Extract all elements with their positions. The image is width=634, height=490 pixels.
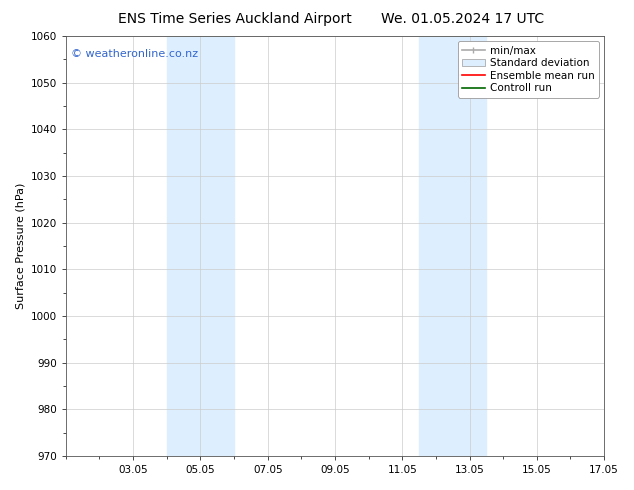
Legend: min/max, Standard deviation, Ensemble mean run, Controll run: min/max, Standard deviation, Ensemble me… [458, 41, 599, 98]
Bar [167, 36, 234, 456]
Text: ENS Time Series Auckland Airport: ENS Time Series Auckland Airport [118, 12, 351, 26]
Text: We. 01.05.2024 17 UTC: We. 01.05.2024 17 UTC [381, 12, 545, 26]
Bar [419, 36, 486, 456]
Text: © weatheronline.co.nz: © weatheronline.co.nz [71, 49, 198, 59]
Y-axis label: Surface Pressure (hPa): Surface Pressure (hPa) [15, 183, 25, 309]
